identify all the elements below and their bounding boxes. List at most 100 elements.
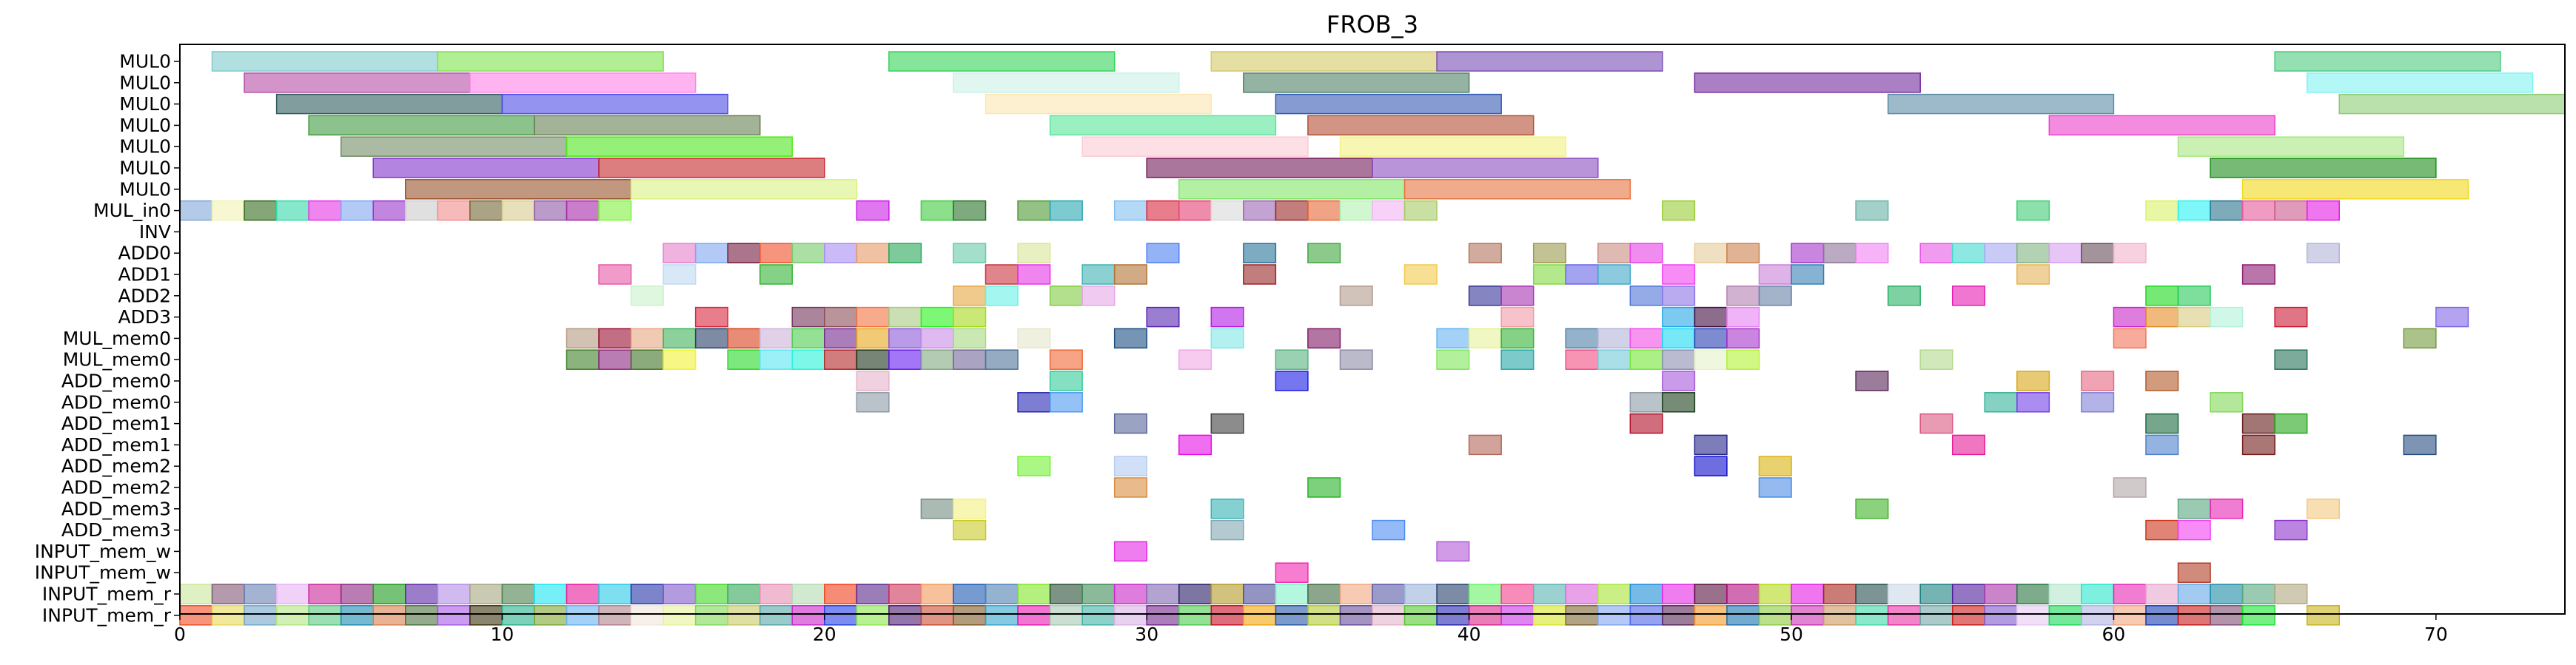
task-bar bbox=[1629, 413, 1663, 434]
task-bar bbox=[1951, 286, 1986, 306]
task-bar bbox=[2177, 562, 2211, 583]
task-bar bbox=[1662, 306, 1696, 328]
task-bar bbox=[985, 286, 1019, 306]
task-bar bbox=[2145, 605, 2179, 626]
task-bar bbox=[663, 264, 697, 285]
y-tick-label: ADD3 bbox=[118, 306, 171, 328]
task-bar bbox=[2210, 200, 2244, 221]
task-bar bbox=[437, 51, 664, 72]
task-bar bbox=[1565, 584, 1599, 604]
task-bar bbox=[1468, 584, 1502, 604]
task-bar bbox=[211, 200, 245, 221]
task-bar bbox=[920, 605, 954, 626]
task-bar bbox=[1822, 584, 1856, 604]
task-bar bbox=[1049, 392, 1083, 413]
task-bar bbox=[1694, 328, 1728, 349]
task-bar bbox=[1146, 584, 1180, 604]
task-bar bbox=[469, 584, 503, 604]
task-bar bbox=[211, 605, 245, 626]
y-tick-label: MUL_in0 bbox=[93, 200, 171, 221]
task-bar bbox=[1887, 605, 1921, 626]
task-bar bbox=[1694, 584, 1728, 604]
task-bar bbox=[308, 605, 342, 626]
task-bar bbox=[2113, 306, 2147, 328]
task-bar bbox=[340, 584, 374, 604]
task-bar bbox=[2177, 519, 2211, 541]
task-bar bbox=[1726, 286, 1760, 306]
task-bar bbox=[953, 200, 987, 221]
task-bar bbox=[1178, 349, 1212, 370]
task-bar bbox=[759, 349, 794, 370]
task-bar bbox=[501, 605, 535, 626]
task-bar bbox=[1210, 519, 1244, 541]
task-bar bbox=[1597, 264, 1631, 285]
task-bar bbox=[888, 243, 922, 263]
task-bar bbox=[856, 328, 890, 349]
task-bar bbox=[1403, 584, 1438, 604]
task-bar bbox=[953, 306, 987, 328]
task-bar bbox=[2113, 243, 2147, 263]
y-tick-label: MUL0 bbox=[119, 115, 171, 136]
task-bar bbox=[888, 328, 922, 349]
task-bar bbox=[1791, 605, 1825, 626]
task-bar bbox=[953, 519, 987, 541]
y-tick-label: ADD1 bbox=[118, 264, 171, 286]
task-bar bbox=[1791, 264, 1825, 285]
task-bar bbox=[1436, 349, 1470, 370]
task-bar bbox=[694, 584, 728, 604]
task-bar bbox=[1662, 349, 1696, 370]
task-bar bbox=[1339, 286, 1373, 306]
task-bar bbox=[275, 93, 503, 115]
task-bar bbox=[437, 200, 471, 221]
task-bar bbox=[759, 605, 794, 626]
y-tick-label: ADD_mem0 bbox=[61, 391, 171, 413]
task-bar bbox=[1178, 200, 1212, 221]
task-bar bbox=[2016, 243, 2050, 263]
task-bar bbox=[1951, 605, 1986, 626]
task-bar bbox=[211, 584, 245, 604]
x-tick-label: 10 bbox=[490, 624, 514, 645]
task-bar bbox=[1049, 605, 1083, 626]
task-bar bbox=[1726, 328, 1760, 349]
task-bar bbox=[759, 264, 794, 285]
task-bar bbox=[2081, 605, 2115, 626]
task-bar bbox=[1049, 115, 1277, 136]
task-bar bbox=[1629, 584, 1663, 604]
task-bar bbox=[1275, 371, 1309, 391]
task-bar bbox=[630, 179, 858, 200]
task-bar bbox=[2016, 605, 2050, 626]
task-bar bbox=[1629, 243, 1663, 263]
task-bar bbox=[1243, 200, 1277, 221]
task-bar bbox=[1307, 584, 1341, 604]
task-bar bbox=[2177, 499, 2211, 519]
task-bar bbox=[1694, 434, 1728, 456]
task-bar bbox=[791, 306, 825, 328]
task-bar bbox=[2113, 605, 2147, 626]
task-bar bbox=[1694, 605, 1728, 626]
task-bar bbox=[1726, 605, 1760, 626]
task-bar bbox=[1113, 477, 1147, 498]
task-bar bbox=[1339, 605, 1373, 626]
task-bar bbox=[244, 605, 278, 626]
task-bar bbox=[1629, 349, 1663, 370]
task-bar bbox=[1436, 328, 1470, 349]
y-tick-label: ADD_mem2 bbox=[61, 456, 171, 477]
task-bar bbox=[985, 349, 1019, 370]
task-bar bbox=[1629, 286, 1663, 306]
task-bar bbox=[1662, 605, 1696, 626]
task-bar bbox=[1178, 584, 1212, 604]
task-bar bbox=[1210, 200, 1244, 221]
task-bar bbox=[2177, 286, 2211, 306]
task-bar bbox=[1275, 584, 1309, 604]
task-bar bbox=[1178, 605, 1212, 626]
task-bar bbox=[791, 584, 825, 604]
task-bar bbox=[534, 584, 568, 604]
task-bar bbox=[1081, 136, 1309, 157]
y-tick-label: INPUT_mem_r bbox=[42, 584, 172, 605]
task-bar bbox=[598, 584, 632, 604]
task-bar bbox=[2016, 200, 2050, 221]
task-bar bbox=[1758, 286, 1792, 306]
task-bar bbox=[1887, 286, 1921, 306]
task-bar bbox=[405, 584, 439, 604]
task-bar bbox=[2048, 584, 2082, 604]
